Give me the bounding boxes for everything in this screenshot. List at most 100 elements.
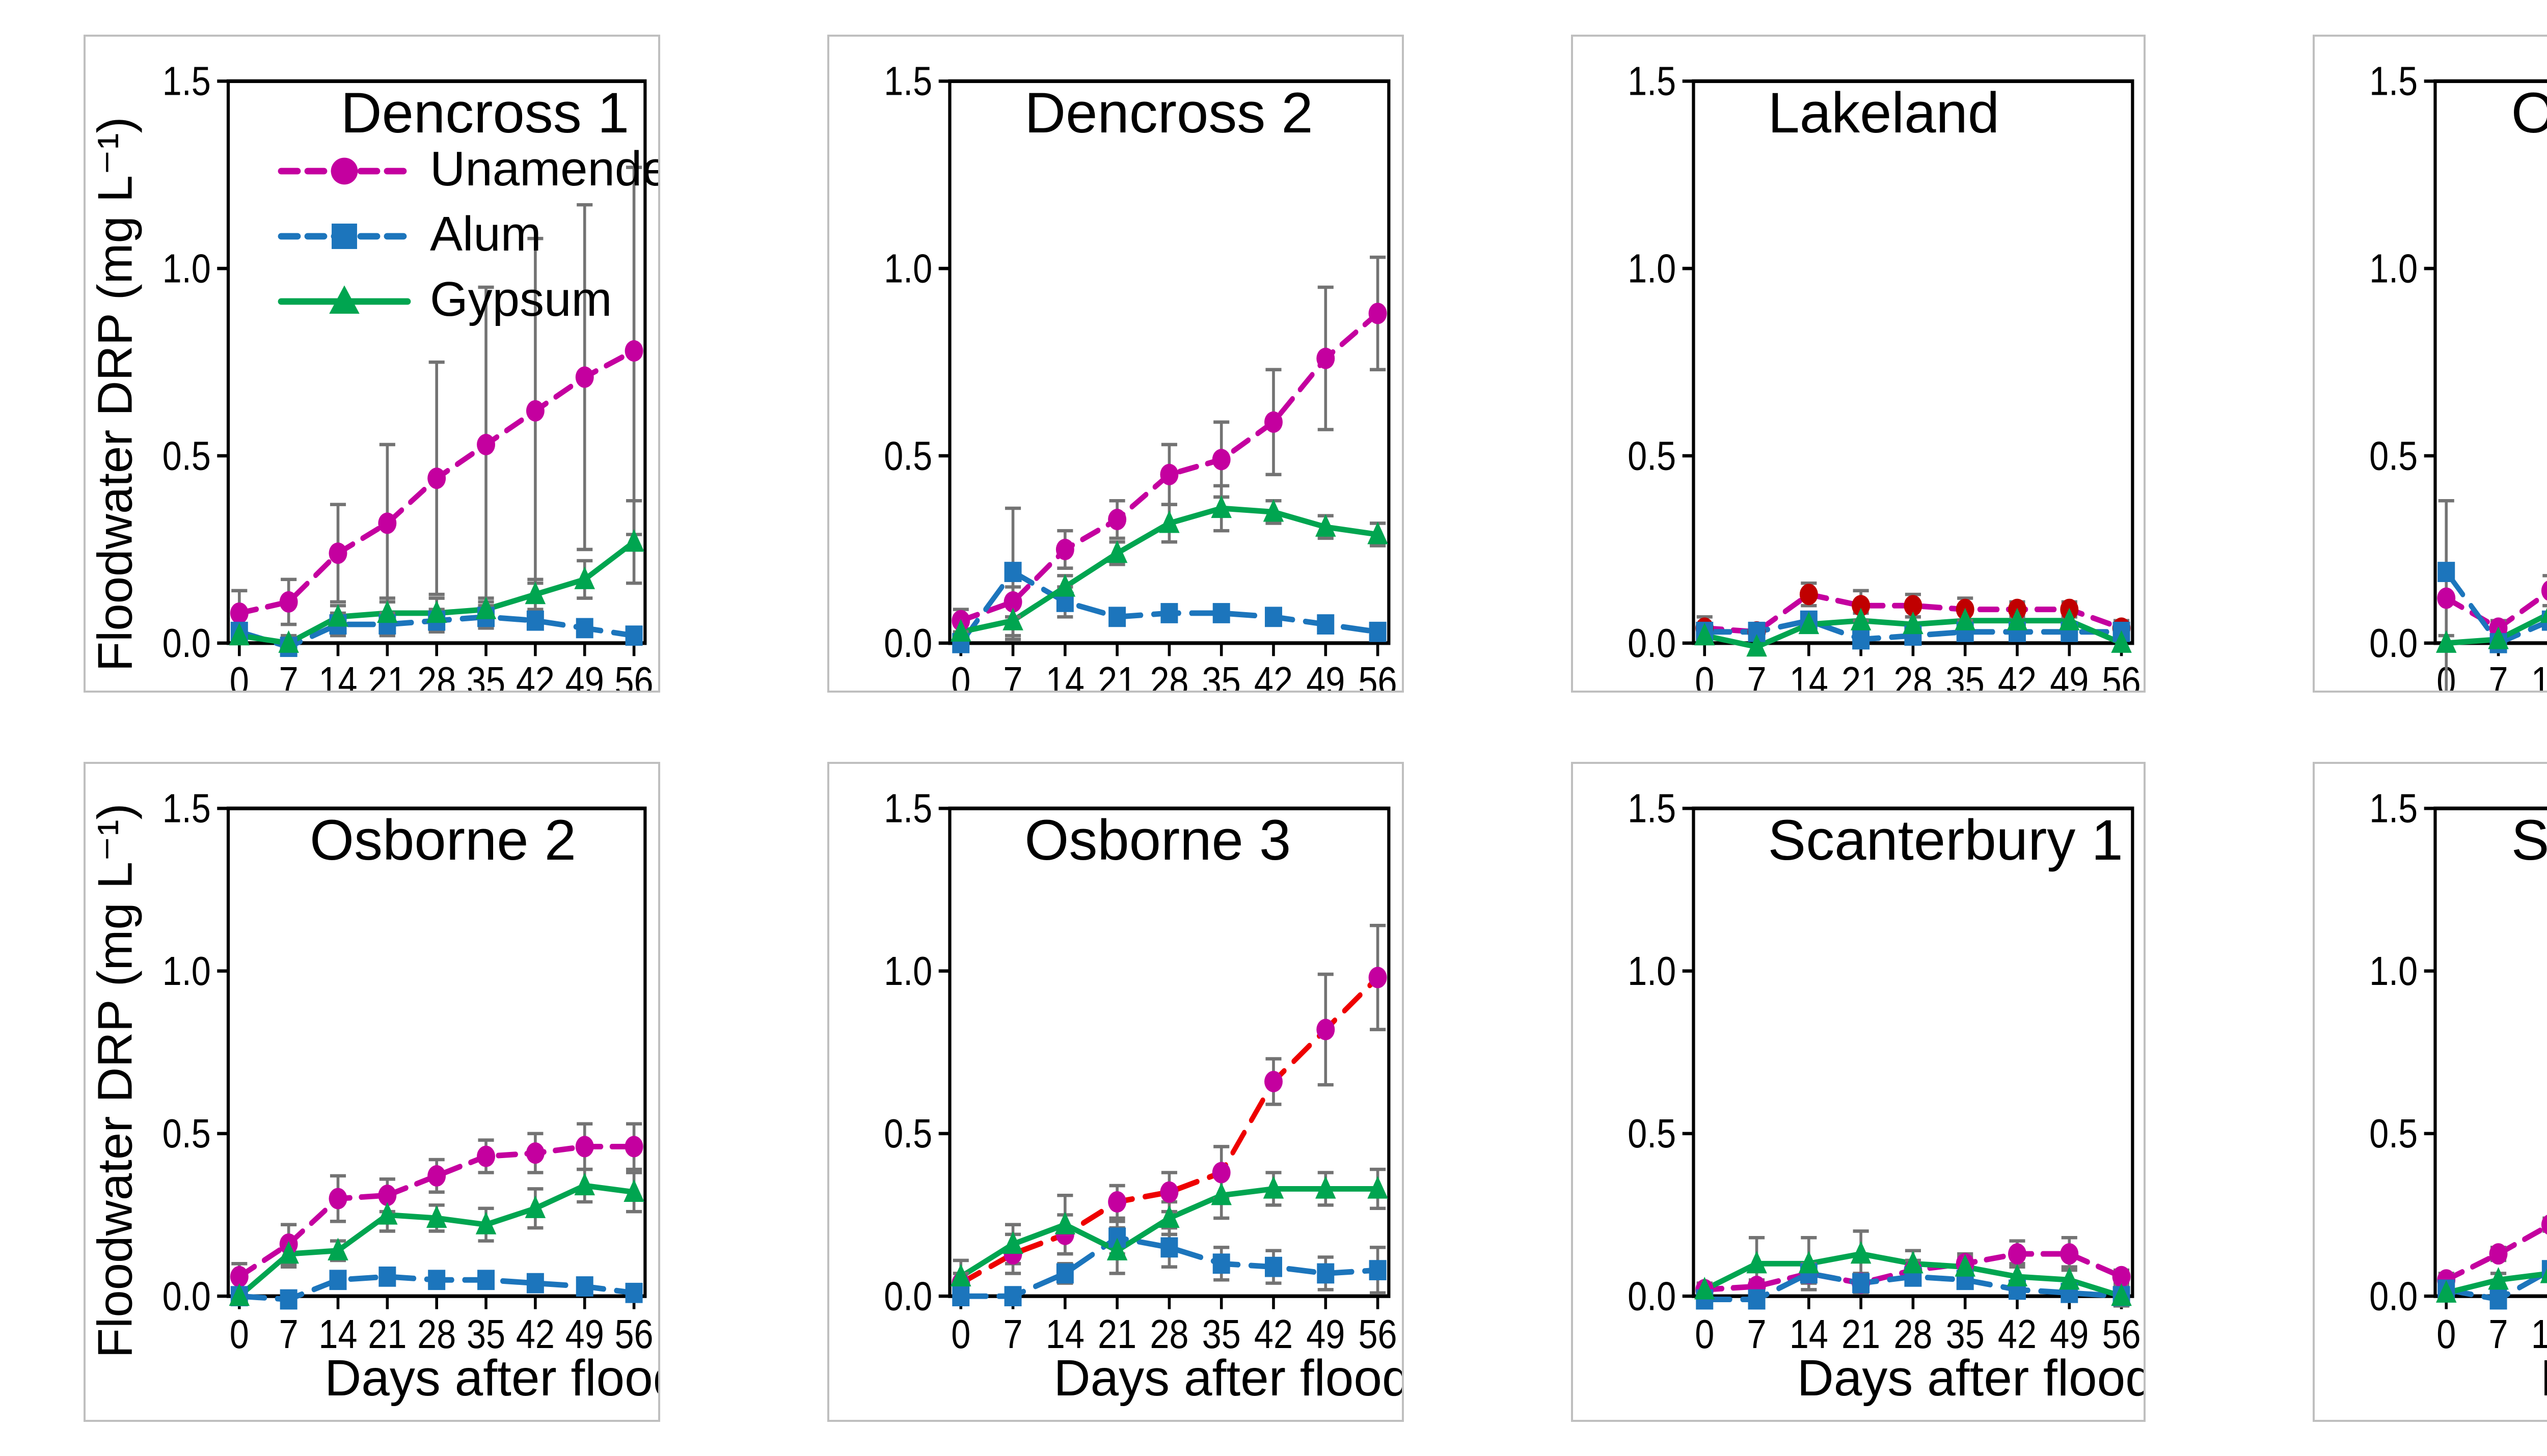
svg-text:1.0: 1.0 bbox=[1627, 949, 1675, 994]
svg-text:0: 0 bbox=[230, 1312, 249, 1358]
svg-text:1.5: 1.5 bbox=[883, 786, 932, 832]
svg-text:1.0: 1.0 bbox=[2370, 949, 2419, 994]
chart-dencross-1: 0.0 0.5 1.0 1.5 0 7 14 21 28 35 42 49 56 bbox=[162, 59, 654, 692]
svg-text:42: 42 bbox=[516, 658, 555, 692]
svg-text:42: 42 bbox=[1254, 1312, 1292, 1358]
svg-text:28: 28 bbox=[1150, 658, 1188, 692]
unamended-line-marker-icon bbox=[278, 157, 411, 185]
svg-text:49: 49 bbox=[565, 1312, 604, 1358]
svg-text:56: 56 bbox=[615, 1312, 654, 1358]
panel-dencross-2: 0.0 0.5 1.0 1.5 0 7 14 21 28 35 42 49 56 Dencross 2 bbox=[827, 35, 1403, 694]
svg-text:14: 14 bbox=[2532, 1312, 2547, 1358]
panel-title: Lakeland bbox=[1768, 81, 2000, 145]
svg-text:14: 14 bbox=[1789, 1312, 1827, 1358]
panel-dencross-1: 0.0 0.5 1.0 1.5 0 7 14 21 28 35 42 49 56 Floodwater … bbox=[84, 35, 660, 694]
svg-text:0.0: 0.0 bbox=[2370, 1274, 2419, 1320]
svg-text:56: 56 bbox=[2101, 1312, 2140, 1358]
svg-text:0.0: 0.0 bbox=[162, 620, 211, 666]
svg-text:42: 42 bbox=[1997, 658, 2036, 692]
svg-text:0.0: 0.0 bbox=[1627, 620, 1675, 666]
legend-item-unamended: Unamended bbox=[277, 146, 658, 196]
svg-text:21: 21 bbox=[1097, 658, 1136, 692]
svg-text:0.5: 0.5 bbox=[883, 1112, 932, 1157]
svg-text:56: 56 bbox=[1358, 1312, 1397, 1358]
svg-text:35: 35 bbox=[1202, 658, 1240, 692]
svg-text:28: 28 bbox=[1893, 1312, 1932, 1358]
panel-title: Osborne 1 bbox=[2511, 85, 2547, 143]
svg-text:7: 7 bbox=[1746, 658, 1766, 692]
svg-text:21: 21 bbox=[1097, 1312, 1136, 1358]
panel-title: Dencross 1 bbox=[340, 81, 630, 145]
y-axis-title-wrap: Floodwater DRP (mg L⁻¹) bbox=[86, 86, 151, 691]
panel-title: Osborne 3 bbox=[1024, 809, 1291, 873]
legend-label: Gypsum bbox=[430, 273, 612, 328]
svg-text:49: 49 bbox=[1306, 1312, 1344, 1358]
svg-text:0.5: 0.5 bbox=[2370, 433, 2419, 478]
svg-text:35: 35 bbox=[1202, 1312, 1240, 1358]
svg-text:7: 7 bbox=[279, 658, 299, 692]
panel-title: Scanterbury 1 bbox=[1768, 809, 2123, 873]
svg-text:0: 0 bbox=[2437, 1312, 2457, 1358]
svg-text:14: 14 bbox=[318, 1312, 357, 1358]
svg-text:7: 7 bbox=[279, 1312, 299, 1358]
svg-text:14: 14 bbox=[318, 658, 357, 692]
svg-text:0.5: 0.5 bbox=[2370, 1112, 2419, 1157]
panel-title: Osborne 2 bbox=[310, 809, 576, 873]
x-axis-title: Days after flooding bbox=[324, 1350, 658, 1407]
svg-text:35: 35 bbox=[1945, 658, 1984, 692]
svg-text:0.5: 0.5 bbox=[883, 433, 932, 478]
y-axis-title: Floodwater DRP (mg L⁻¹) bbox=[89, 804, 144, 1359]
legend-label: Alum bbox=[430, 208, 541, 263]
chart-osborne-2: 0.0 0.5 1.0 1.5 0 7 14 21 28 35 42 49 56 bbox=[162, 786, 654, 1358]
svg-text:1.0: 1.0 bbox=[162, 245, 211, 291]
svg-text:0.0: 0.0 bbox=[883, 1274, 932, 1320]
x-axis-title: Days after flooding bbox=[1797, 1350, 2145, 1407]
legend: Unamended Alum Gypsum bbox=[277, 146, 658, 328]
alum-line-marker-icon bbox=[278, 224, 411, 249]
svg-text:28: 28 bbox=[1150, 1312, 1188, 1358]
svg-text:49: 49 bbox=[565, 658, 604, 692]
legend-item-gypsum: Gypsum bbox=[277, 273, 658, 328]
svg-text:0: 0 bbox=[1694, 1312, 1714, 1358]
svg-text:7: 7 bbox=[1003, 658, 1022, 692]
svg-text:0.5: 0.5 bbox=[162, 1112, 211, 1157]
svg-text:0.5: 0.5 bbox=[1627, 1112, 1675, 1157]
svg-text:56: 56 bbox=[2101, 658, 2140, 692]
svg-text:7: 7 bbox=[1003, 1312, 1022, 1358]
x-axis-title: Days after flooding bbox=[1053, 1350, 1401, 1407]
panel-osborne-2: 0.0 0.5 1.0 1.5 0 7 14 21 28 35 42 49 56 Floodwater … bbox=[84, 762, 660, 1421]
y-axis-title-wrap: Floodwater DRP (mg L⁻¹) bbox=[86, 804, 151, 1359]
x-axis-title: Days after flooding bbox=[2471, 1350, 2547, 1409]
svg-text:42: 42 bbox=[516, 1312, 555, 1358]
svg-text:28: 28 bbox=[417, 1312, 456, 1358]
svg-text:1.5: 1.5 bbox=[1627, 59, 1675, 104]
svg-text:49: 49 bbox=[2049, 1312, 2088, 1358]
gypsum-line-marker-icon bbox=[278, 285, 411, 314]
svg-text:0: 0 bbox=[1694, 658, 1714, 692]
chart-dencross-2: 0.0 0.5 1.0 1.5 0 7 14 21 28 35 42 49 56 bbox=[883, 59, 1397, 692]
panel-title: Scanterbury 2 bbox=[2511, 809, 2547, 873]
svg-text:42: 42 bbox=[1997, 1312, 2036, 1358]
svg-text:35: 35 bbox=[467, 1312, 505, 1358]
svg-text:7: 7 bbox=[2489, 658, 2509, 692]
panel-osborne-3: 0.0 0.5 1.0 1.5 0 7 14 21 28 35 42 49 56 Osborne 3 D… bbox=[827, 762, 1403, 1421]
chart-scanterbury-1: 0.0 0.5 1.0 1.5 0 7 14 21 28 35 42 49 56 bbox=[1627, 786, 2140, 1358]
svg-text:1.5: 1.5 bbox=[162, 786, 211, 832]
svg-text:7: 7 bbox=[1746, 1312, 1766, 1358]
svg-text:0.5: 0.5 bbox=[1627, 433, 1675, 478]
svg-text:1.0: 1.0 bbox=[2370, 245, 2419, 291]
svg-text:1.0: 1.0 bbox=[883, 949, 932, 994]
svg-text:56: 56 bbox=[1358, 658, 1397, 692]
chart-lakeland: 0.0 0.5 1.0 1.5 0 7 14 21 28 35 42 49 56 bbox=[1627, 59, 2140, 692]
svg-text:0: 0 bbox=[951, 658, 970, 692]
svg-text:21: 21 bbox=[1841, 658, 1880, 692]
svg-text:0.0: 0.0 bbox=[162, 1274, 211, 1320]
svg-text:35: 35 bbox=[467, 658, 505, 692]
svg-text:1.5: 1.5 bbox=[1627, 786, 1675, 832]
svg-text:0.0: 0.0 bbox=[2370, 620, 2419, 666]
